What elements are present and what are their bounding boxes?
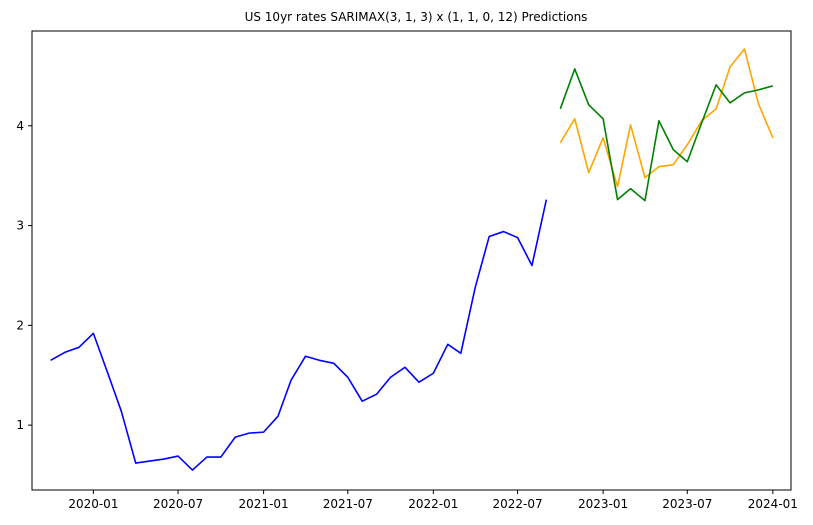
x-axis: 2020-01 2020-07 2021-01 2021-07 2022-01 2022-… bbox=[68, 490, 798, 511]
series-line-1 bbox=[50, 199, 548, 471]
series-line-2 bbox=[559, 48, 774, 188]
x-tick-label: 2023-07 bbox=[662, 497, 712, 511]
series-line-3 bbox=[559, 68, 774, 202]
x-tick-label: 2023-01 bbox=[578, 497, 628, 511]
x-tick-label: 2020-07 bbox=[153, 497, 203, 511]
y-tick-label: 4 bbox=[16, 119, 24, 133]
y-tick-label: 2 bbox=[16, 318, 24, 332]
x-tick-label: 2021-01 bbox=[239, 497, 289, 511]
x-tick-label: 2020-01 bbox=[68, 497, 118, 511]
x-tick-label: 2022-01 bbox=[408, 497, 458, 511]
y-tick-label: 3 bbox=[16, 219, 24, 233]
y-tick-label: 1 bbox=[16, 418, 24, 432]
x-tick-label: 2024-01 bbox=[748, 497, 798, 511]
chart-title: US 10yr rates SARIMAX(3, 1, 3) x (1, 1, … bbox=[245, 10, 588, 24]
series-layer bbox=[50, 48, 774, 471]
x-tick-label: 2021-07 bbox=[323, 497, 373, 511]
x-tick-label: 2022-07 bbox=[492, 497, 542, 511]
plot-frame bbox=[31, 30, 792, 491]
y-axis: 1 2 3 4 bbox=[16, 119, 32, 432]
